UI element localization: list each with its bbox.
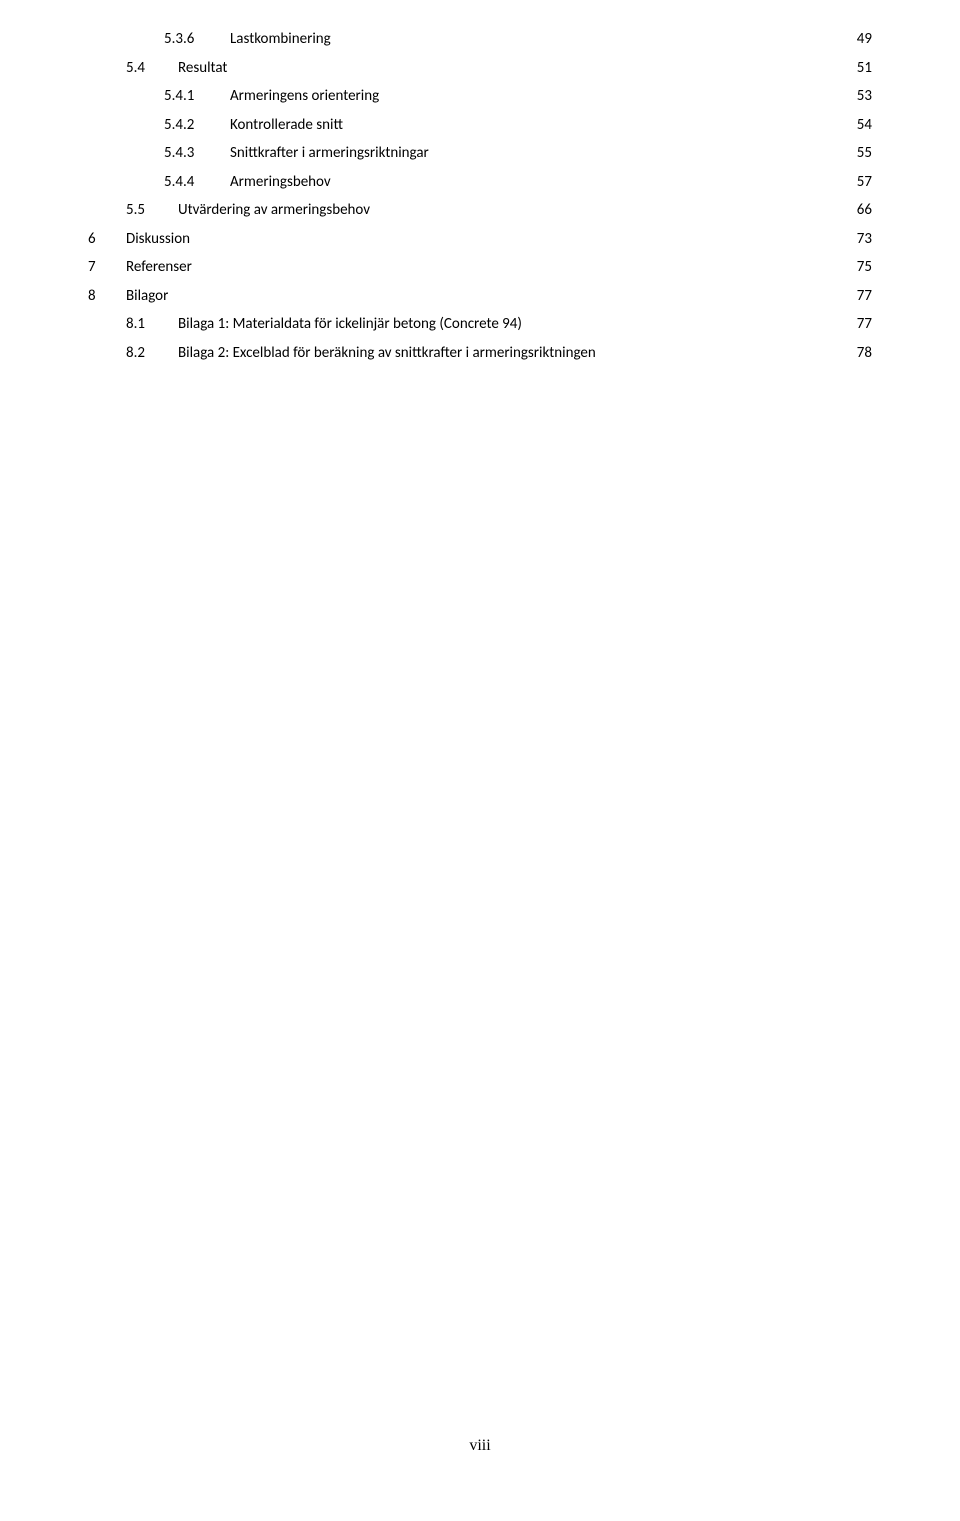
toc-entry: 5.4 Resultat 51 xyxy=(88,54,872,83)
page-number-footer: viii xyxy=(0,1437,960,1455)
toc-entry: 6 Diskussion 73 xyxy=(88,225,872,254)
toc-entry-title: Diskussion xyxy=(126,225,190,254)
page: 5.3.6 Lastkombinering 49 5.4 Resultat 51… xyxy=(0,0,960,1521)
toc-entry-number: 5.4 xyxy=(126,54,178,83)
toc-entry: 5.3.6 Lastkombinering 49 xyxy=(88,25,872,54)
toc-entry-page: 78 xyxy=(857,339,872,368)
toc-entry: 5.4.1 Armeringens orientering 53 xyxy=(88,82,872,111)
toc-entry-page: 66 xyxy=(857,196,872,225)
toc-entry: 8 Bilagor 77 xyxy=(88,282,872,311)
toc-entry-title: Kontrollerade snitt xyxy=(230,111,343,140)
toc-entry-title: Bilagor xyxy=(126,282,168,311)
toc-entry-title: Referenser xyxy=(126,253,192,282)
toc-entry-page: 54 xyxy=(857,111,872,140)
toc-entry-number: 8.2 xyxy=(126,339,178,368)
toc-entry-page: 75 xyxy=(857,253,872,282)
toc-entry-title: Bilaga 1: Materialdata för ickelinjär be… xyxy=(178,310,522,339)
toc-entry-page: 77 xyxy=(857,282,872,311)
toc-entry-number: 7 xyxy=(88,253,126,282)
toc-entry-number: 5.4.3 xyxy=(164,139,230,168)
toc-entry-number: 5.4.4 xyxy=(164,168,230,197)
toc-entry-title: Bilaga 2: Excelblad för beräkning av sni… xyxy=(178,339,596,368)
toc-entry-page: 53 xyxy=(857,82,872,111)
toc-entry-number: 5.3.6 xyxy=(164,25,230,54)
toc-entry-page: 77 xyxy=(857,310,872,339)
toc-entry: 5.4.2 Kontrollerade snitt 54 xyxy=(88,111,872,140)
toc-entry-title: Armeringsbehov xyxy=(230,168,331,197)
toc-entry-page: 51 xyxy=(857,54,872,83)
toc-entry-number: 8.1 xyxy=(126,310,178,339)
toc-entry-title: Snittkrafter i armeringsriktningar xyxy=(230,139,429,168)
toc-entry-title: Resultat xyxy=(178,54,227,83)
toc-entry: 8.1 Bilaga 1: Materialdata för ickelinjä… xyxy=(88,310,872,339)
toc-entry: 5.5 Utvärdering av armeringsbehov 66 xyxy=(88,196,872,225)
toc-entry-number: 5.4.2 xyxy=(164,111,230,140)
toc-entry: 8.2 Bilaga 2: Excelblad för beräkning av… xyxy=(88,339,872,368)
toc-entry-number: 6 xyxy=(88,225,126,254)
toc-entry: 5.4.4 Armeringsbehov 57 xyxy=(88,168,872,197)
toc-entry-page: 73 xyxy=(857,225,872,254)
toc-entry-page: 49 xyxy=(857,25,872,54)
toc-entry-title: Lastkombinering xyxy=(230,25,331,54)
toc-entry-title: Armeringens orientering xyxy=(230,82,379,111)
toc-entry: 7 Referenser 75 xyxy=(88,253,872,282)
toc-entry-number: 5.5 xyxy=(126,196,178,225)
toc-entry-number: 8 xyxy=(88,282,126,311)
toc-entry-page: 57 xyxy=(857,168,872,197)
toc-entry-page: 55 xyxy=(857,139,872,168)
toc-entry: 5.4.3 Snittkrafter i armeringsriktningar… xyxy=(88,139,872,168)
toc-entry-number: 5.4.1 xyxy=(164,82,230,111)
toc-entry-title: Utvärdering av armeringsbehov xyxy=(178,196,370,225)
